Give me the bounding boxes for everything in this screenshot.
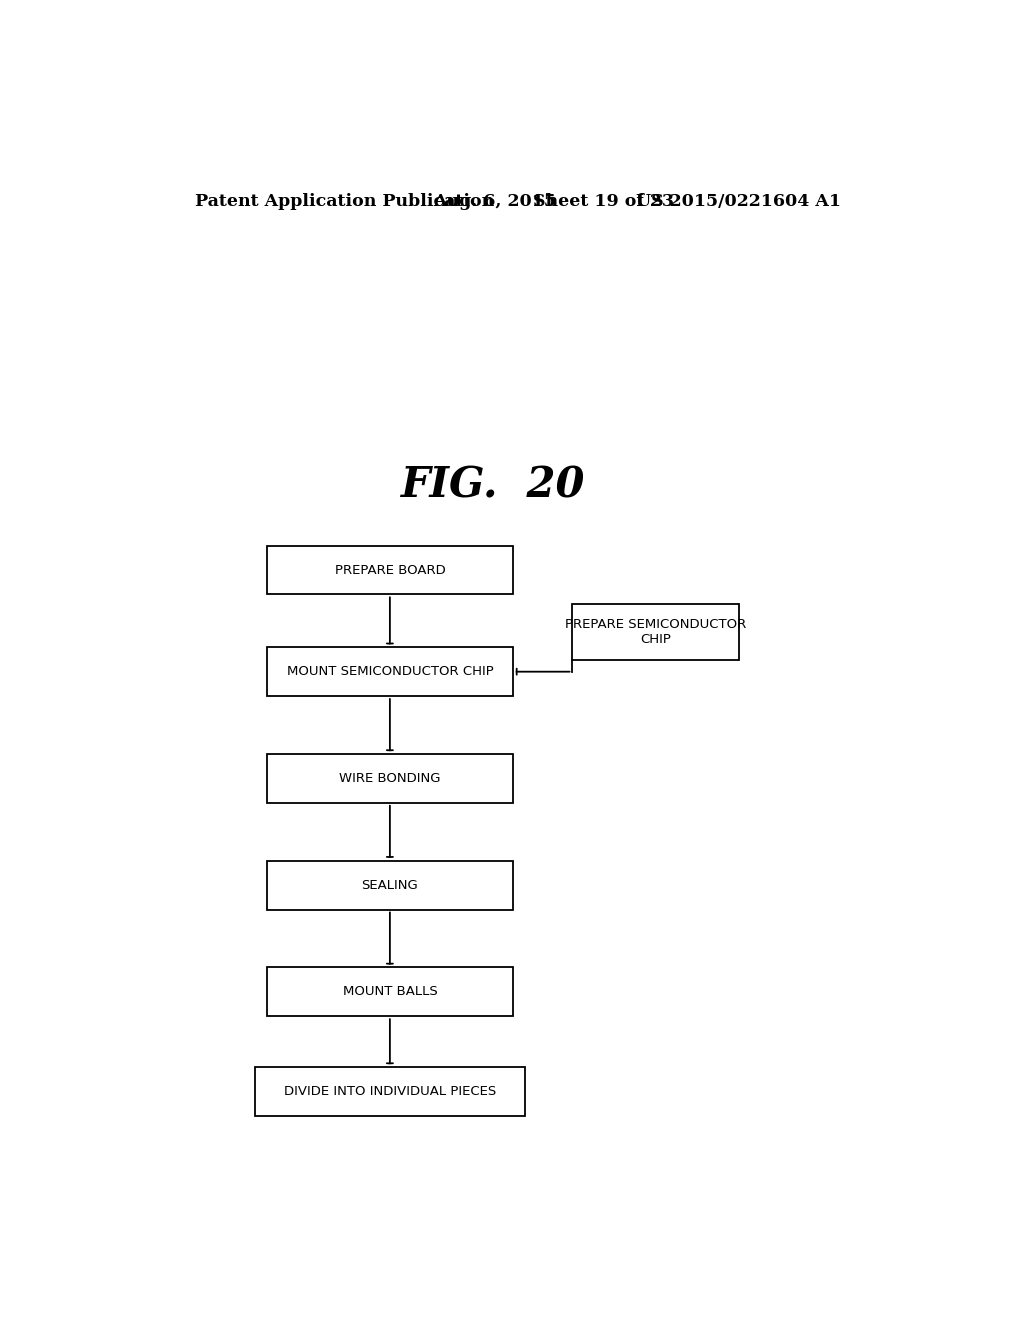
- Bar: [572, 605, 739, 660]
- Text: Sheet 19 of 23: Sheet 19 of 23: [532, 193, 674, 210]
- Text: WIRE BONDING: WIRE BONDING: [339, 772, 440, 785]
- Text: PREPARE BOARD: PREPARE BOARD: [335, 564, 445, 577]
- Text: DIVIDE INTO INDIVIDUAL PIECES: DIVIDE INTO INDIVIDUAL PIECES: [284, 1085, 496, 1098]
- Text: Aug. 6, 2015: Aug. 6, 2015: [433, 193, 556, 210]
- Text: US 2015/0221604 A1: US 2015/0221604 A1: [636, 193, 841, 210]
- Text: PREPARE SEMICONDUCTOR
CHIP: PREPARE SEMICONDUCTOR CHIP: [565, 618, 746, 645]
- Bar: [267, 754, 513, 803]
- Text: SEALING: SEALING: [361, 879, 418, 891]
- Bar: [255, 1067, 524, 1115]
- Bar: [267, 861, 513, 909]
- Bar: [267, 968, 513, 1016]
- Text: FIG.  20: FIG. 20: [400, 465, 586, 507]
- Bar: [267, 545, 513, 594]
- Text: MOUNT BALLS: MOUNT BALLS: [342, 985, 437, 998]
- Text: MOUNT SEMICONDUCTOR CHIP: MOUNT SEMICONDUCTOR CHIP: [287, 665, 494, 678]
- Bar: [267, 647, 513, 696]
- Text: Patent Application Publication: Patent Application Publication: [196, 193, 495, 210]
